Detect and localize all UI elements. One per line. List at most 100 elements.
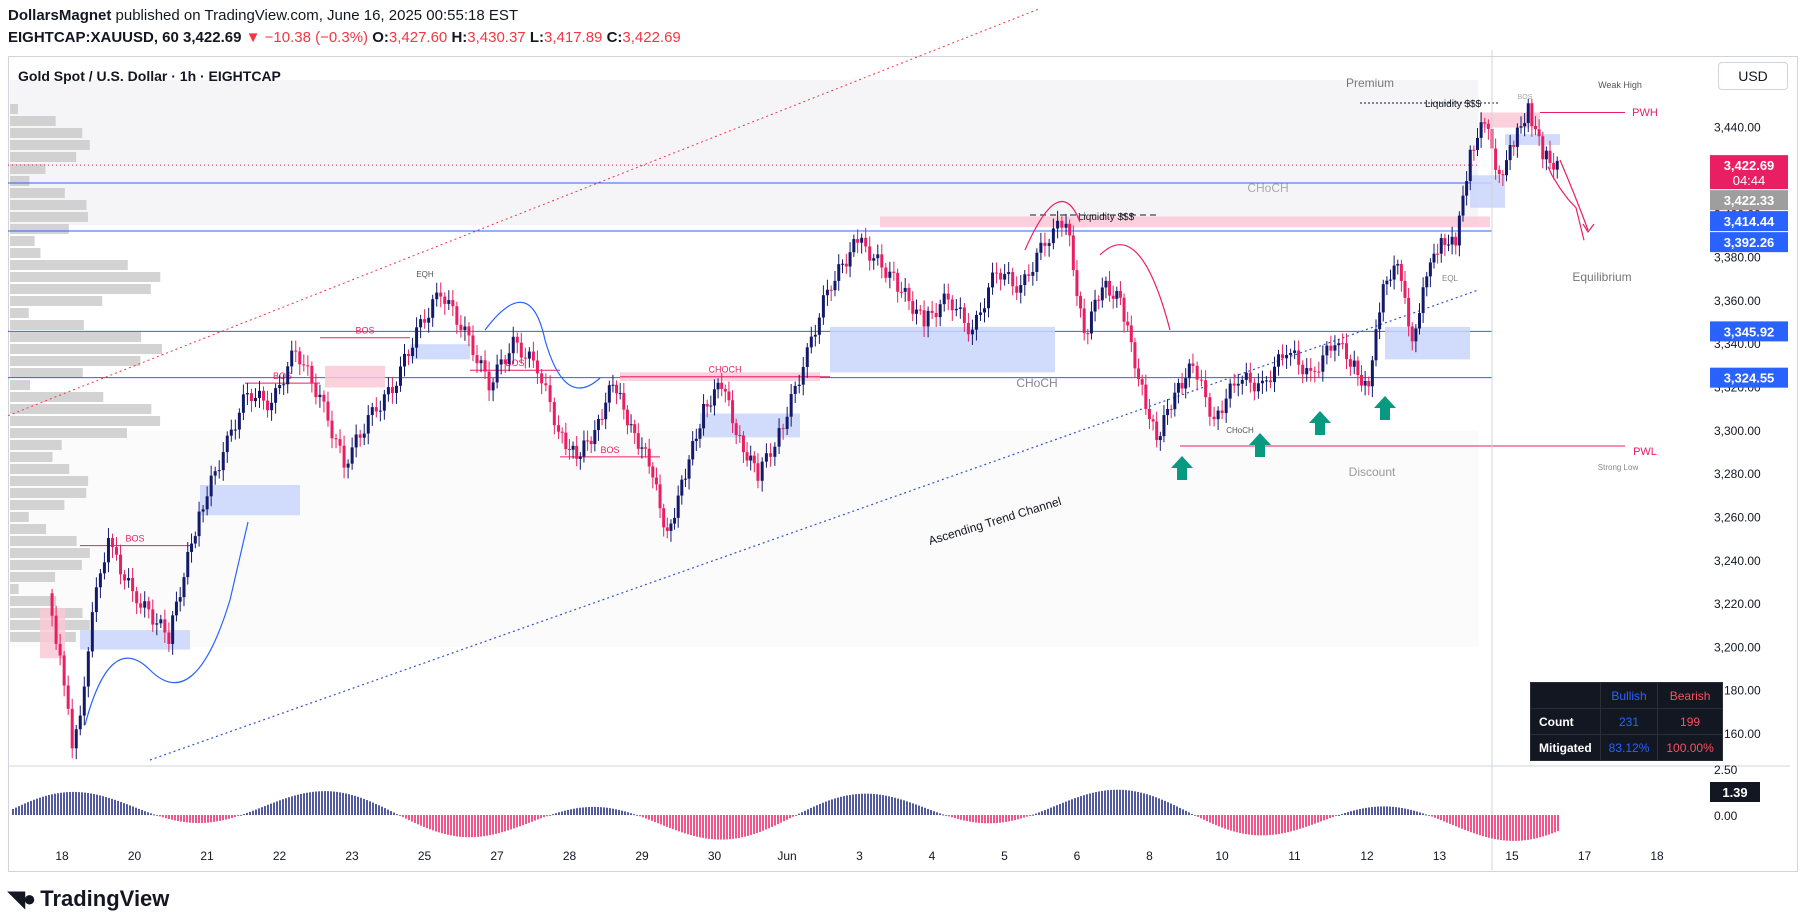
oscillator-bar: [1224, 815, 1226, 829]
oscillator-bar: [1266, 815, 1268, 836]
bearish-path-curve-1: [1024, 201, 1081, 251]
candle-body: [1019, 285, 1023, 293]
oscillator-bar: [18, 806, 20, 815]
candle-body: [163, 619, 167, 633]
candle-body: [1047, 243, 1051, 246]
candle-body: [1228, 383, 1232, 399]
oscillator-bar: [660, 815, 662, 825]
candle-body: [1195, 365, 1199, 380]
candle-body: [833, 280, 837, 291]
volume-profile-bar: [10, 152, 77, 162]
currency-button[interactable]: USD: [1718, 62, 1788, 90]
candle-body: [66, 685, 70, 709]
oscillator-bar: [222, 815, 224, 821]
chart-frame[interactable]: [8, 56, 1798, 872]
oscillator-bar: [132, 806, 134, 815]
candle-body: [1133, 342, 1137, 369]
up-arrow-icon: [1309, 411, 1331, 435]
oscillator-bar: [882, 795, 884, 815]
oscillator-bar: [714, 815, 716, 840]
order-block-stats-table: Bullish Bearish Count 231 199 Mitigated 83.1…: [1530, 682, 1723, 761]
author-name[interactable]: DollarsMagnet: [8, 7, 112, 24]
oscillator-bar: [870, 793, 872, 815]
oscillator-bar: [108, 797, 110, 815]
oscillator-bar: [522, 815, 524, 826]
candle-body: [213, 471, 217, 476]
stats-mitigated-bull: 83.12%: [1599, 734, 1659, 761]
oscillator-bar: [33, 799, 35, 815]
oscillator-bar: [681, 815, 683, 833]
oscillator-bar: [231, 815, 233, 818]
oscillator-bar: [474, 815, 476, 838]
oscillator-bar: [315, 791, 317, 815]
oscillator-bar: [816, 805, 818, 815]
oscillator-bar: [864, 793, 866, 815]
volume-profile-bar: [10, 116, 56, 126]
oscillator-bar: [381, 806, 383, 815]
candle-body: [1220, 410, 1224, 414]
candle-body: [82, 686, 86, 716]
symbol[interactable]: EIGHTCAP:XAUUSD, 60: [8, 29, 179, 46]
candle-body: [1497, 169, 1501, 175]
oscillator-bar: [393, 812, 395, 815]
volume-profile-bar: [10, 440, 62, 450]
oscillator-bar: [951, 815, 953, 818]
oscillator-bar: [90, 793, 92, 815]
oscillator-bar: [243, 814, 245, 816]
oscillator-bar: [1509, 815, 1511, 841]
oscillator-bar: [540, 815, 542, 819]
choch-label-1: CHOCH: [709, 365, 742, 375]
candle-body: [523, 357, 527, 359]
candle-body: [186, 551, 190, 578]
oscillator-bar: [798, 813, 800, 815]
price-tag-label: 3,422.33: [1724, 193, 1775, 208]
price-tag: [1710, 211, 1788, 232]
oscillator-bar: [624, 811, 626, 815]
oscillator-bar: [1308, 815, 1310, 826]
oscillator-bar: [1545, 815, 1547, 836]
oscillator-bar: [39, 797, 41, 815]
oscillator-bar: [984, 815, 986, 824]
candle-body: [249, 393, 253, 402]
candle-body: [403, 353, 406, 367]
candle-body: [423, 319, 427, 323]
oscillator-bar: [375, 803, 377, 815]
oscillator-bar: [1383, 806, 1385, 815]
price-tag: [1710, 321, 1788, 342]
oscillator-bar: [519, 815, 521, 827]
candle-body: [665, 527, 669, 531]
candle-body: [723, 388, 727, 392]
price-tag-label: 3,324.55: [1724, 371, 1775, 386]
oscillator-bar: [1185, 810, 1187, 815]
oscillator-bar: [1398, 807, 1400, 815]
oscillator-bar: [453, 815, 455, 836]
candle-body: [471, 335, 475, 356]
oscillator-bar: [57, 793, 59, 815]
discount-label: Discount: [1349, 465, 1396, 479]
oscillator-bar: [1485, 815, 1487, 838]
candle-body: [1064, 223, 1068, 228]
oscillator-bar: [1329, 815, 1331, 819]
candle-body: [962, 307, 966, 323]
x-axis-tick-label: 4: [929, 849, 936, 863]
candle-body: [860, 237, 864, 243]
candle-body: [58, 643, 62, 656]
candle-body: [507, 353, 511, 364]
candle-body: [647, 448, 651, 467]
oscillator-bar: [1311, 815, 1313, 825]
candle-body: [1494, 148, 1498, 170]
oscillator-bar: [783, 815, 785, 822]
candle-body: [564, 432, 568, 450]
oscillator-bar: [75, 791, 77, 815]
volume-profile-bar: [10, 212, 88, 222]
oscillator-bar: [693, 815, 695, 836]
oscillator-bar: [1050, 807, 1052, 815]
oscillator-bar: [1491, 815, 1493, 839]
oscillator-bar: [429, 815, 431, 830]
oscillator-bar: [1095, 792, 1097, 815]
oscillator-bar: [1086, 794, 1088, 815]
oscillator-bar: [1536, 815, 1538, 839]
oscillator-bar: [591, 806, 593, 815]
tradingview-logo[interactable]: ◥● TradingView: [8, 886, 169, 912]
